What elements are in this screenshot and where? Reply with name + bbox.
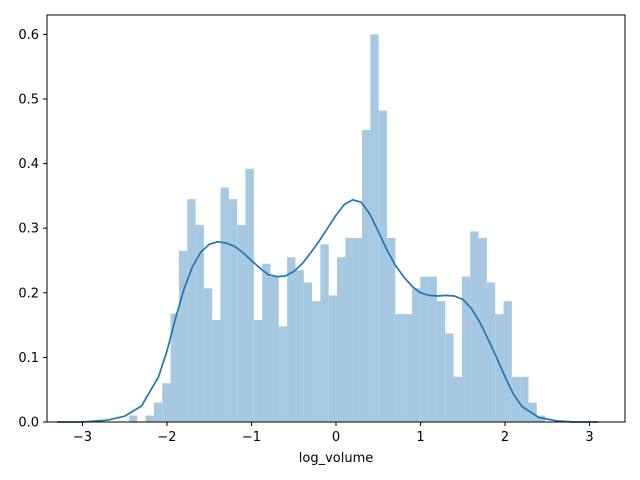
histogram-bar <box>203 288 213 422</box>
y-tick-label: 0.0 <box>18 416 39 431</box>
histogram-bar <box>287 257 296 422</box>
histogram-bar <box>187 199 196 422</box>
histogram-bar <box>436 301 446 422</box>
histogram-bar <box>345 237 354 422</box>
histogram-bar <box>220 187 229 422</box>
x-tick-label: −3 <box>73 430 92 445</box>
histogram-bar <box>212 319 221 422</box>
x-tick-label: 0 <box>332 430 340 445</box>
histogram-bar <box>495 314 504 422</box>
y-tick-label: 0.2 <box>18 286 39 301</box>
histogram-bar <box>237 224 246 422</box>
kde-line <box>57 198 598 423</box>
x-tick-label: −2 <box>157 430 176 445</box>
histogram-bar <box>253 319 263 422</box>
histogram-bar <box>503 301 512 422</box>
histogram-bar <box>486 282 496 422</box>
histogram-bar <box>162 383 171 422</box>
x-axis-ticks: −3 −2 −1 0 1 2 3 <box>73 422 594 445</box>
histogram-bars <box>128 34 546 422</box>
histogram-bar <box>395 314 404 422</box>
x-tick-label: 1 <box>416 430 424 445</box>
histogram-bar <box>403 314 412 422</box>
y-tick-label: 0.1 <box>18 351 39 366</box>
histogram-bar <box>370 34 379 422</box>
y-tick-label: 0.3 <box>18 222 39 237</box>
histogram-bar <box>312 301 321 422</box>
histogram-bar <box>520 376 529 422</box>
histogram-bar <box>411 288 421 422</box>
x-tick-label: 3 <box>585 430 593 445</box>
histogram-bar <box>228 199 238 422</box>
histogram-bar <box>278 326 288 422</box>
histogram-bar <box>195 224 204 422</box>
histogram-bar <box>303 282 313 422</box>
histogram-bar <box>445 333 454 422</box>
histogram-bar <box>353 237 363 422</box>
histogram-bar <box>145 415 154 422</box>
x-tick-label: −1 <box>242 430 261 445</box>
histogram-bar <box>386 237 396 422</box>
histogram-bar <box>170 313 179 422</box>
histogram-bar <box>337 257 346 422</box>
histogram-bar <box>461 276 471 422</box>
histogram-bar <box>270 276 279 422</box>
y-axis-ticks: 0.0 0.1 0.2 0.3 0.4 0.5 0.6 <box>18 28 47 431</box>
histogram-bar <box>378 110 387 422</box>
histogram-bar <box>528 402 537 422</box>
kde-curve-group <box>57 198 598 423</box>
y-tick-label: 0.4 <box>18 157 39 172</box>
histogram-bar <box>536 415 546 422</box>
histogram-bar <box>428 276 437 422</box>
histogram-bar <box>262 263 271 422</box>
histogram-bar <box>153 402 163 422</box>
histogram-bar <box>178 250 188 422</box>
y-tick-label: 0.6 <box>18 28 39 43</box>
histogram-bar <box>245 168 254 422</box>
histogram-bar <box>295 270 304 422</box>
histogram-bar <box>320 244 329 422</box>
y-tick-label: 0.5 <box>18 92 39 107</box>
histogram-bar <box>453 376 462 422</box>
histogram-bar <box>328 295 338 422</box>
histogram-bar <box>420 276 429 422</box>
histogram-bar <box>362 129 371 422</box>
histogram-bar <box>470 231 479 422</box>
histogram-bar <box>128 415 138 422</box>
x-axis-label: log_volume <box>299 451 373 466</box>
x-tick-label: 2 <box>501 430 509 445</box>
